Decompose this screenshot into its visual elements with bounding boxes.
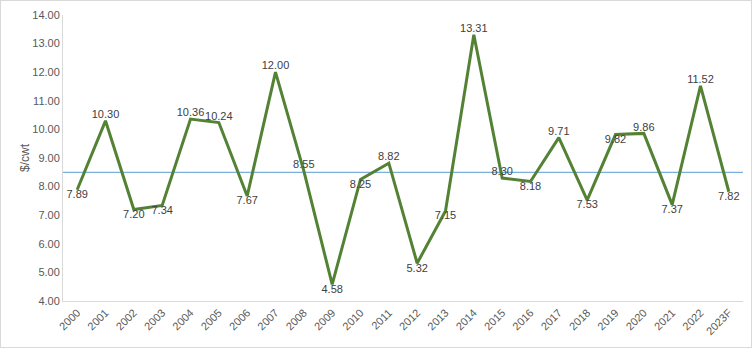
svg-text:5.00: 5.00 bbox=[38, 266, 59, 278]
svg-text:2008: 2008 bbox=[283, 307, 309, 333]
svg-text:2009: 2009 bbox=[312, 307, 338, 333]
svg-text:13.00: 13.00 bbox=[32, 37, 60, 49]
svg-text:9.71: 9.71 bbox=[548, 125, 569, 137]
svg-text:4.58: 4.58 bbox=[321, 283, 342, 295]
svg-text:2018: 2018 bbox=[567, 307, 593, 333]
svg-text:7.20: 7.20 bbox=[123, 208, 144, 220]
svg-text:9.00: 9.00 bbox=[38, 152, 59, 164]
svg-text:2006: 2006 bbox=[227, 307, 253, 333]
svg-text:4.00: 4.00 bbox=[38, 295, 59, 307]
svg-text:5.32: 5.32 bbox=[406, 262, 427, 274]
svg-text:8.18: 8.18 bbox=[520, 180, 541, 192]
svg-text:2011: 2011 bbox=[369, 307, 394, 332]
svg-text:7.89: 7.89 bbox=[66, 188, 87, 200]
svg-text:13.31: 13.31 bbox=[460, 22, 488, 34]
svg-text:10.36: 10.36 bbox=[177, 106, 205, 118]
svg-text:2019: 2019 bbox=[595, 307, 621, 333]
svg-text:7.82: 7.82 bbox=[718, 190, 739, 202]
svg-text:14.00: 14.00 bbox=[32, 9, 60, 21]
svg-text:7.15: 7.15 bbox=[435, 209, 456, 221]
svg-text:8.25: 8.25 bbox=[350, 178, 371, 190]
svg-text:2020: 2020 bbox=[623, 307, 649, 333]
svg-text:2023F: 2023F bbox=[704, 306, 735, 337]
svg-text:8.30: 8.30 bbox=[491, 165, 512, 177]
svg-text:$/cwt: $/cwt bbox=[18, 143, 32, 172]
svg-text:2000: 2000 bbox=[57, 307, 83, 333]
svg-text:8.82: 8.82 bbox=[378, 150, 399, 162]
svg-text:2004: 2004 bbox=[170, 307, 196, 333]
svg-text:2014: 2014 bbox=[453, 307, 479, 333]
svg-text:7.67: 7.67 bbox=[236, 194, 257, 206]
svg-text:2021: 2021 bbox=[652, 307, 678, 333]
svg-text:7.37: 7.37 bbox=[661, 203, 682, 215]
svg-text:2016: 2016 bbox=[510, 307, 536, 333]
svg-text:2003: 2003 bbox=[142, 307, 168, 333]
svg-text:10.00: 10.00 bbox=[32, 123, 60, 135]
svg-text:6.00: 6.00 bbox=[38, 238, 59, 250]
svg-text:2013: 2013 bbox=[425, 307, 451, 333]
svg-text:10.30: 10.30 bbox=[92, 108, 120, 120]
svg-text:11.00: 11.00 bbox=[33, 95, 60, 107]
svg-text:11.52: 11.52 bbox=[687, 73, 714, 85]
svg-text:12.00: 12.00 bbox=[32, 66, 60, 78]
svg-text:7.00: 7.00 bbox=[38, 209, 59, 221]
svg-text:2002: 2002 bbox=[113, 307, 139, 333]
svg-text:2012: 2012 bbox=[397, 307, 423, 333]
svg-text:12.00: 12.00 bbox=[262, 59, 290, 71]
svg-text:8.00: 8.00 bbox=[38, 180, 59, 192]
svg-text:7.34: 7.34 bbox=[151, 204, 172, 216]
svg-text:2007: 2007 bbox=[255, 307, 281, 333]
svg-text:7.53: 7.53 bbox=[576, 198, 597, 210]
svg-text:8.55: 8.55 bbox=[293, 158, 314, 170]
svg-text:2017: 2017 bbox=[538, 307, 564, 333]
svg-text:9.82: 9.82 bbox=[605, 133, 626, 145]
svg-text:2001: 2001 bbox=[85, 307, 111, 333]
svg-text:10.24: 10.24 bbox=[205, 110, 233, 122]
svg-text:2010: 2010 bbox=[340, 307, 366, 333]
svg-text:2015: 2015 bbox=[482, 307, 508, 333]
svg-text:9.86: 9.86 bbox=[633, 121, 654, 133]
svg-text:2022: 2022 bbox=[680, 307, 706, 333]
svg-text:2005: 2005 bbox=[198, 307, 224, 333]
